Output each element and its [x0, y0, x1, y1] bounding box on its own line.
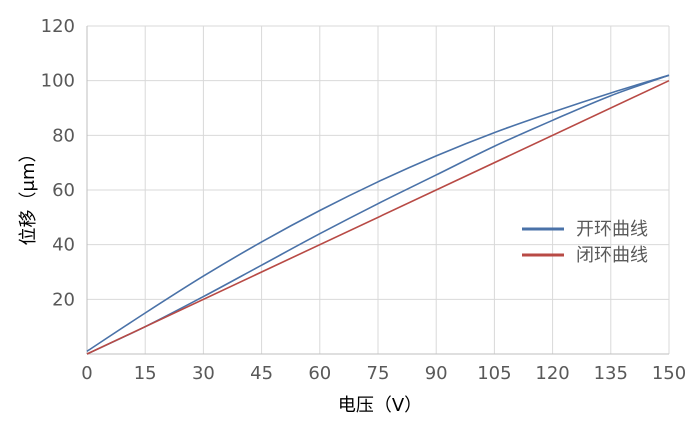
x-tick-label: 135 [594, 363, 628, 384]
x-tick-label: 120 [535, 363, 569, 384]
legend-label: 闭环曲线 [576, 245, 648, 266]
legend-label: 开环曲线 [576, 219, 648, 240]
x-tick-label: 0 [81, 363, 92, 384]
x-tick-label: 60 [308, 363, 331, 384]
y-tick-label: 40 [52, 235, 75, 256]
x-tick-label: 150 [652, 363, 686, 384]
y-tick-label: 60 [52, 180, 75, 201]
x-axis-label: 电压（V） [338, 395, 422, 416]
x-tick-label: 90 [425, 363, 448, 384]
series-group [86, 74, 670, 355]
x-tick-label: 105 [477, 363, 511, 384]
grid [86, 25, 670, 355]
x-tick-label: 45 [250, 363, 273, 384]
x-tick-label: 15 [134, 363, 157, 384]
x-tick-labels: 0 15 30 45 60 75 90 105 120 135 150 [81, 363, 686, 384]
y-axis-label: 位移（μm） [18, 145, 39, 246]
y-tick-label: 120 [41, 16, 75, 37]
y-tick-label: 100 [41, 71, 75, 92]
series-line-closed-loop [86, 79, 670, 355]
y-tick-label: 80 [52, 125, 75, 146]
y-tick-label: 20 [52, 289, 75, 310]
series-line-open-loop [86, 74, 670, 355]
x-tick-label: 30 [192, 363, 215, 384]
series-line-open-loop [86, 74, 670, 352]
x-tick-label: 75 [367, 363, 390, 384]
y-tick-labels: 20 40 60 80 100 120 [41, 16, 75, 310]
